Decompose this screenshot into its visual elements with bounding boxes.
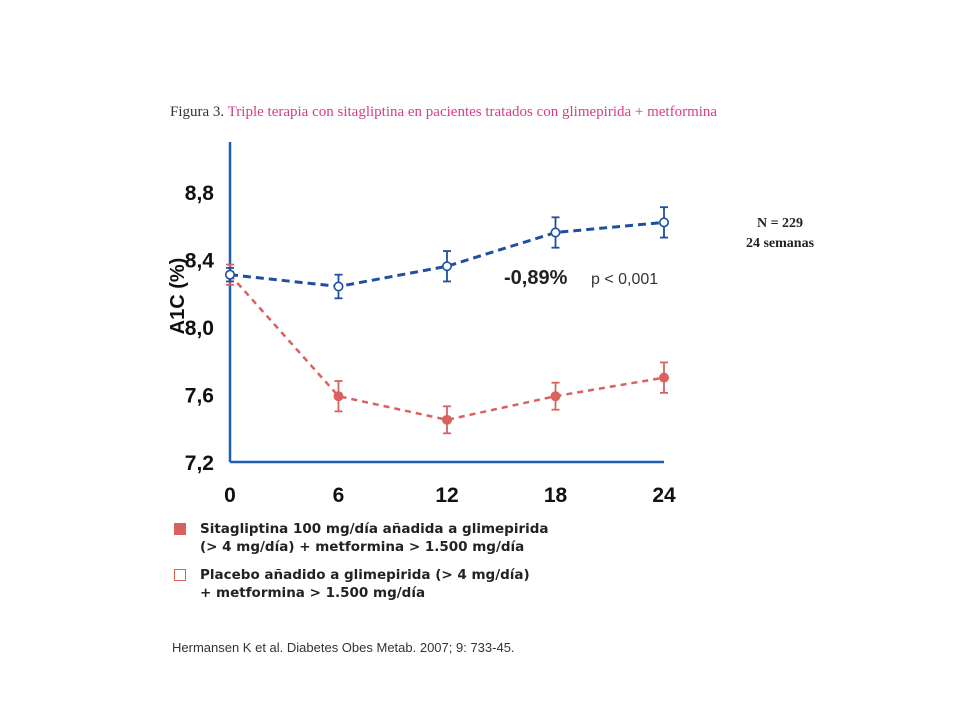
x-tick-label: 18 [544,484,568,507]
legend: Sitagliptina 100 mg/día añadida a glimep… [172,520,549,612]
y-tick-label: 7,2 [185,452,214,475]
series-line-placebo [229,220,665,289]
data-point [441,261,452,272]
legend-swatch-sitagliptina [174,523,186,535]
figure-title: Figura 3. Triple terapia con sitagliptin… [170,104,717,121]
legend-label-sitagliptina-line1: Sitagliptina 100 mg/día añadida a glimep… [200,521,549,537]
x-tick-label: 6 [333,484,345,507]
data-point [441,414,452,425]
legend-label-sitagliptina-line2: (> 4 mg/día) + metformina > 1.500 mg/día [200,539,525,555]
series-placebo [225,206,669,300]
citation: Hermansen K et al. Diabetes Obes Metab. … [172,640,515,655]
series-line-sitagliptina [229,273,665,422]
p-value-annotation: p < 0,001 [591,271,658,288]
x-tick-label: 24 [652,484,676,507]
difference-annotation: -0,89% [504,267,568,289]
data-point [225,269,236,280]
legend-item-sitagliptina: Sitagliptina 100 mg/día añadida a glimep… [172,520,549,556]
sample-size: N = 229 [756,216,804,231]
chart-ticks: 7,2 7,6 8,0 8,4 8,8 0 6 12 18 24 [185,182,676,507]
series-sitagliptina [225,263,669,435]
chart-series [225,206,669,435]
data-point [550,391,561,402]
y-axis-label: A1C (%) [167,258,189,335]
y-tick-label: 8,8 [185,182,215,205]
legend-swatch-placebo [174,569,186,581]
data-point [658,217,669,228]
legend-item-placebo: Placebo añadido a glimepirida (> 4 mg/dí… [172,566,549,602]
y-tick-label: 8,4 [185,250,215,273]
legend-label-placebo-line1: Placebo añadido a glimepirida (> 4 mg/dí… [200,567,530,583]
study-duration: 24 semanas [745,236,815,251]
y-tick-label: 7,6 [185,385,214,408]
data-point [333,391,344,402]
sample-info: N = 229 24 semanas [700,214,860,254]
data-point [550,227,561,238]
legend-label-placebo-line2: + metformina > 1.500 mg/día [200,585,426,601]
data-point [333,281,344,292]
figure-title-text: Triple terapia con sitagliptina en pacie… [224,104,718,120]
x-tick-label: 12 [435,484,458,507]
data-point [658,372,669,383]
chart-axes [228,142,664,464]
y-tick-label: 8,0 [185,317,214,340]
x-tick-label: 0 [224,484,236,507]
figure-title-prefix: Figura 3. [170,104,225,120]
